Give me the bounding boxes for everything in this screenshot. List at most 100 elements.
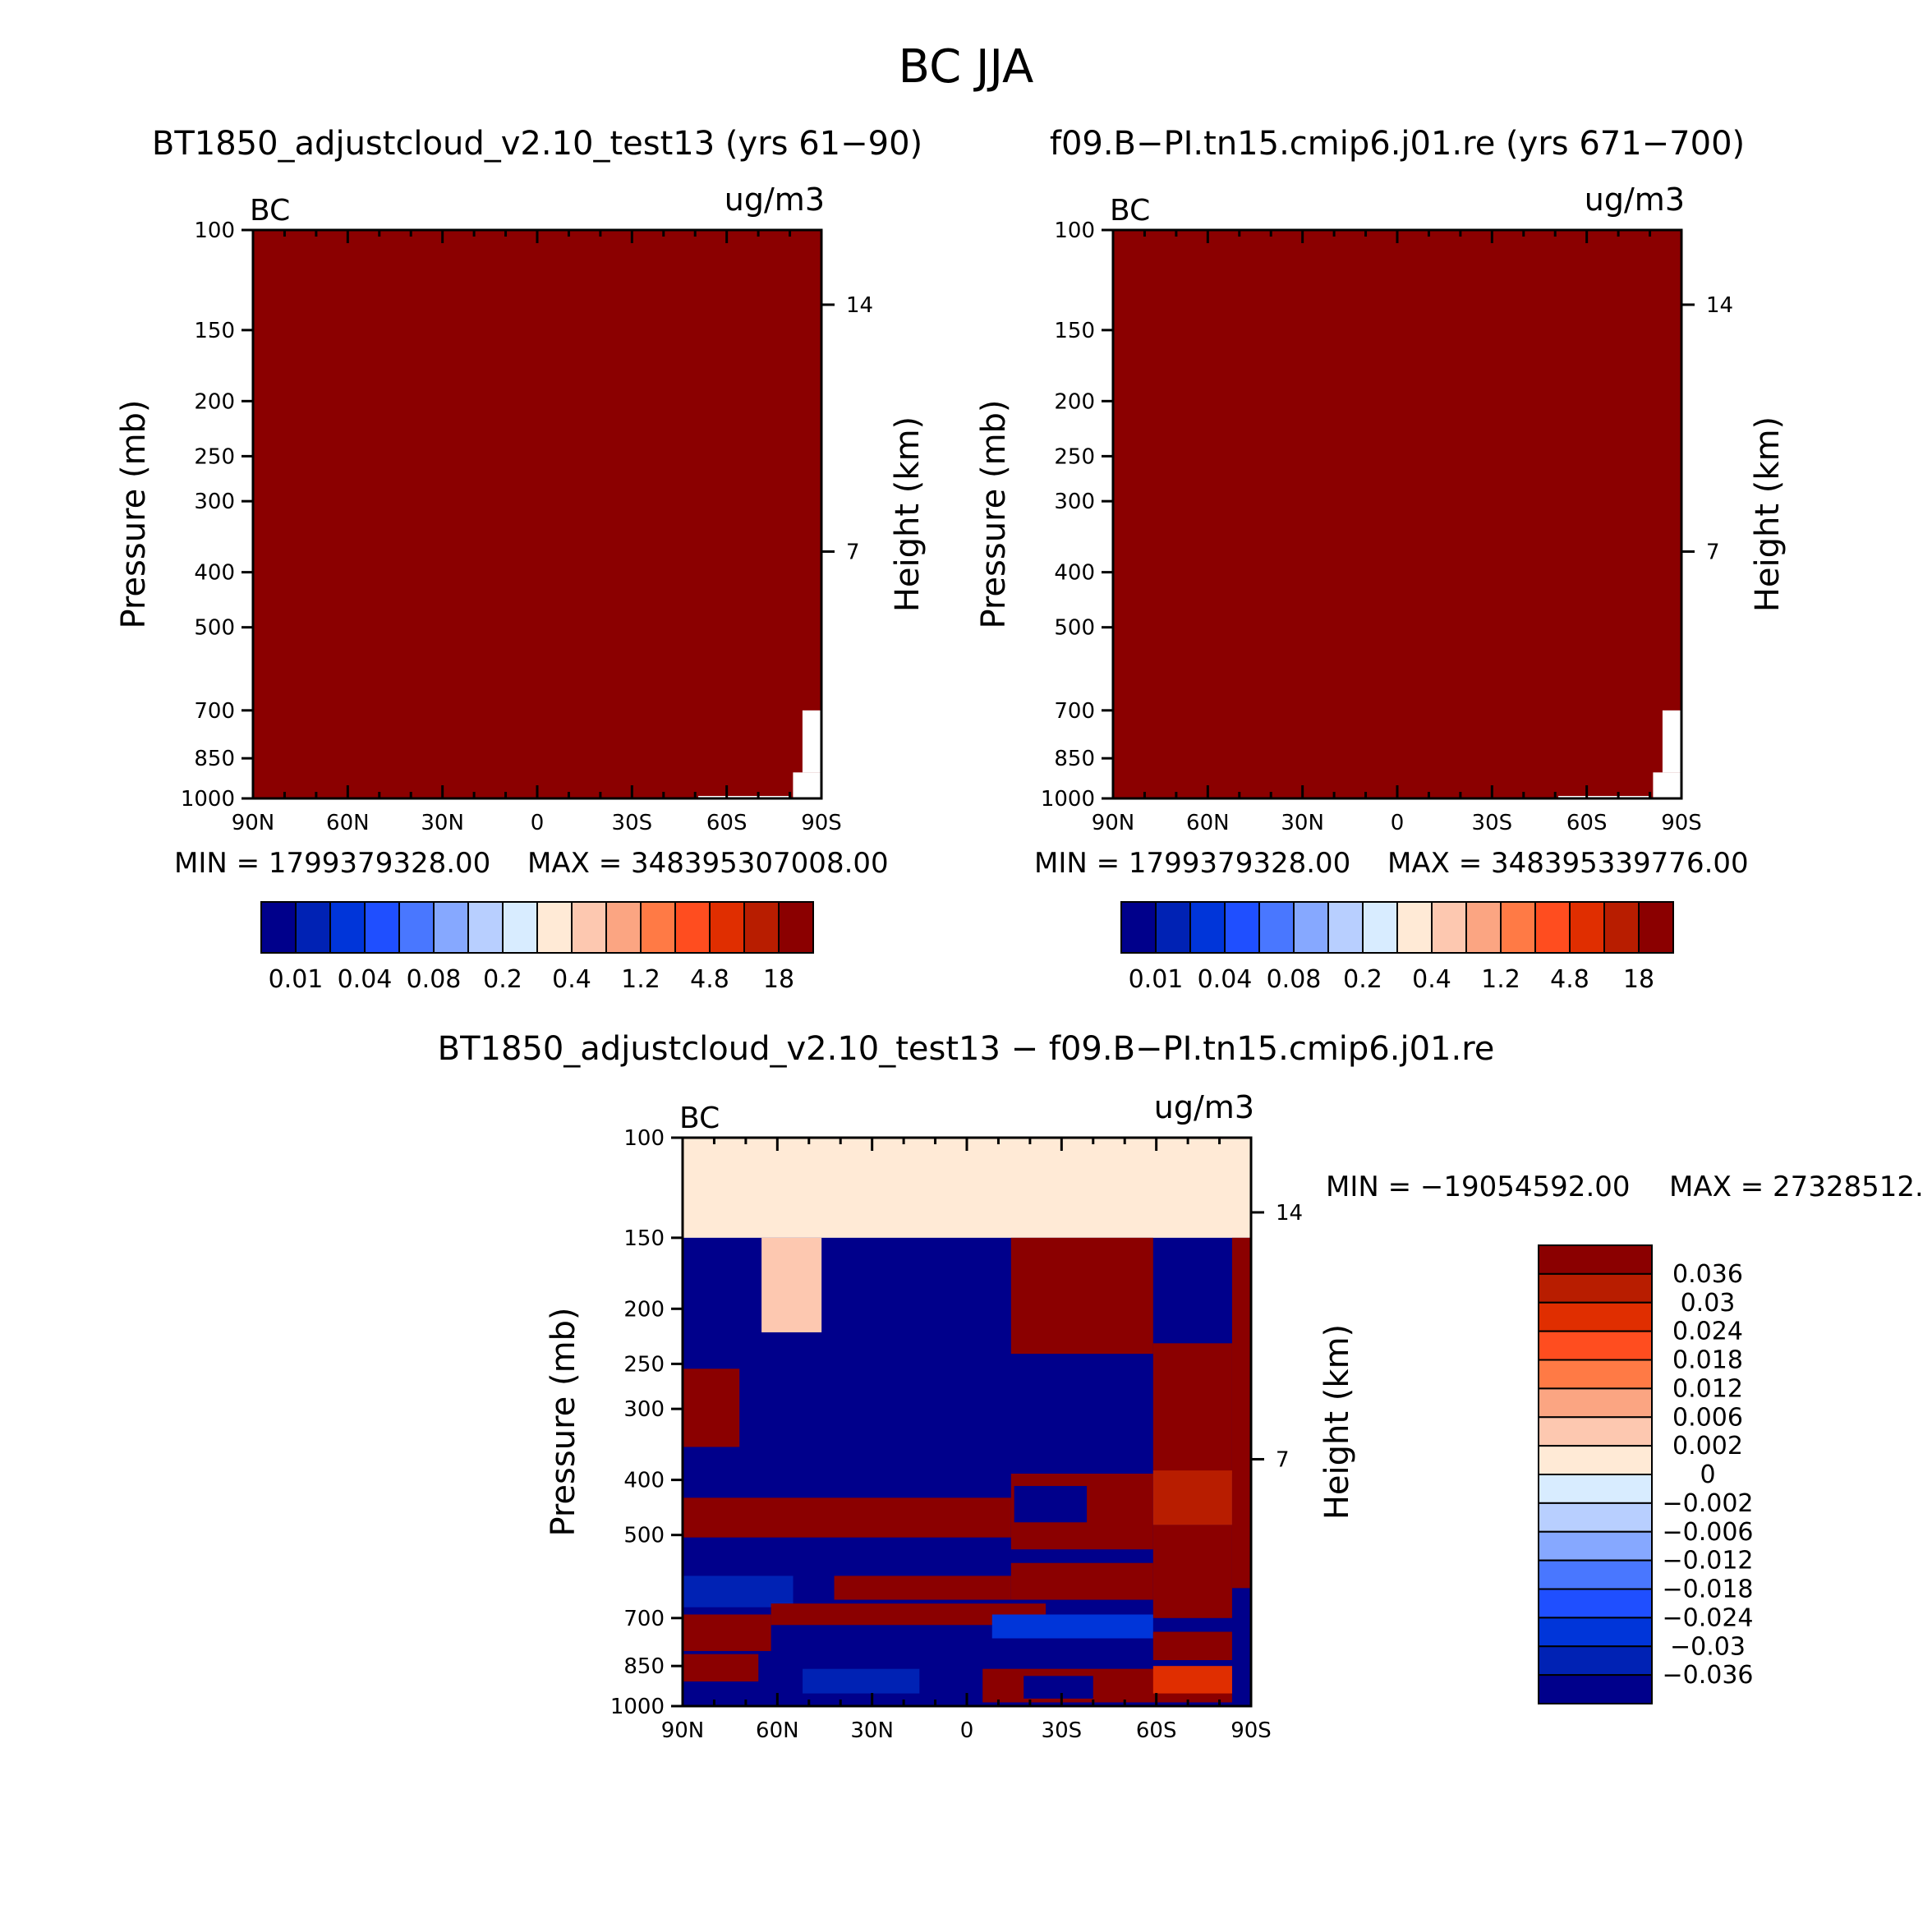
contour-region (683, 1576, 794, 1608)
colorbar-swatch (1258, 901, 1295, 954)
colorbar-swatch (1465, 901, 1502, 954)
y-tick-label: 150 (1054, 319, 1095, 343)
y-tick-label: 1000 (181, 787, 235, 812)
x-tick-label: 60N (756, 1718, 799, 1743)
height-tick-label: 14 (846, 293, 873, 318)
y-tick-label: 500 (1054, 616, 1095, 641)
units-label: ug/m3 (724, 182, 825, 218)
contour-region (991, 1614, 1153, 1639)
y-tick-label: 700 (194, 699, 235, 724)
units-label: ug/m3 (1585, 182, 1685, 218)
colorbar-swatch (295, 901, 331, 954)
colorbar-label: 0.002 (1672, 1432, 1743, 1460)
x-tick-label: 0 (960, 1718, 974, 1743)
plot-area (1113, 230, 1681, 798)
contour-region (683, 1654, 759, 1682)
colorbar-label: 0.01 (1129, 965, 1184, 994)
colorbar-label: −0.012 (1662, 1547, 1753, 1576)
colorbar-swatch (1538, 1330, 1653, 1361)
missing-data-region (698, 795, 790, 798)
y-tick-label: 300 (623, 1397, 665, 1422)
min-label: MIN = 1799379328.00 (1034, 847, 1350, 880)
chart-panel-3: BT1850_adjustcloud_v2.10_test13 − f09.B−… (438, 1030, 1924, 1743)
colorbar-swatch (1538, 1359, 1653, 1390)
colorbar-swatch (1293, 901, 1329, 954)
variable-label: BC (679, 1102, 720, 1135)
contour-fill (253, 230, 821, 798)
colorbar: 0.01 0.04 0.08 0.2 0.4 1.2 4.8 18 (1120, 901, 1674, 994)
height-axis-label: Height (km) (1749, 416, 1787, 612)
colorbar-swatch (1538, 1387, 1653, 1419)
y-tick-label: 1000 (1041, 787, 1095, 812)
x-tick-label: 90S (801, 811, 842, 835)
colorbar-swatch (398, 901, 435, 954)
colorbar-label: −0.018 (1662, 1576, 1753, 1604)
y-tick-label: 400 (1054, 561, 1095, 586)
contour-region (1152, 1343, 1232, 1474)
colorbar-swatch (1155, 901, 1191, 954)
x-tick-label: 0 (1391, 811, 1405, 835)
units-label: ug/m3 (1154, 1089, 1254, 1125)
colorbar-swatch (605, 901, 642, 954)
colorbar-label: 0.01 (269, 965, 324, 994)
plot-area (683, 1138, 1251, 1706)
y-tick-label: 100 (194, 218, 235, 243)
colorbar-swatch (1362, 901, 1398, 954)
x-tick-label: 0 (531, 811, 545, 835)
y-axis-label: Pressure (mb) (115, 399, 153, 628)
colorbar-label: 0.006 (1672, 1403, 1743, 1432)
colorbar-swatch (467, 901, 504, 954)
colorbar-swatch (1569, 901, 1605, 954)
colorbar-swatch (1538, 1588, 1653, 1619)
x-tick-label: 30N (1281, 811, 1324, 835)
y-tick-label: 250 (623, 1352, 665, 1377)
x-tick-label: 90N (1092, 811, 1135, 835)
colorbar-label: 0.08 (407, 965, 462, 994)
colorbar-swatch (1538, 1416, 1653, 1447)
colorbar-label: 0.04 (1198, 965, 1253, 994)
contour-region (683, 1368, 740, 1447)
colorbar-swatch (433, 901, 469, 954)
x-tick-label: 30S (1472, 811, 1513, 835)
height-tick-label: 14 (1706, 293, 1733, 318)
chart-panel-2: f09.B−PI.tn15.cmip6.j01.re (yrs 671−700)… (975, 125, 1787, 994)
colorbar-swatch (778, 901, 814, 954)
colorbar-label: 18 (1623, 965, 1654, 994)
x-tick-label: 60S (706, 811, 748, 835)
x-tick-label: 90N (232, 811, 275, 835)
chart-panel-1: BT1850_adjustcloud_v2.10_test13 (yrs 61−… (115, 125, 927, 994)
y-tick-label: 1000 (610, 1695, 665, 1719)
colorbar-label: 0.03 (1681, 1289, 1736, 1318)
min-label: MIN = −19054592.00 (1326, 1171, 1631, 1203)
height-axis-label: Height (km) (1318, 1324, 1356, 1520)
colorbar-label: 0.08 (1267, 965, 1322, 994)
colorbar-label: 0 (1700, 1460, 1715, 1489)
height-tick-label: 7 (846, 540, 860, 564)
colorbar-label: 4.8 (1550, 965, 1589, 994)
y-tick-label: 700 (1054, 699, 1095, 724)
missing-data-region (1653, 772, 1681, 798)
colorbar-swatch (674, 901, 711, 954)
y-tick-label: 100 (1054, 218, 1095, 243)
contour-region (1024, 1676, 1093, 1699)
x-tick-label: 60N (1186, 811, 1230, 835)
x-tick-label: 30S (612, 811, 653, 835)
missing-data-region (802, 710, 821, 773)
y-tick-label: 200 (1054, 389, 1095, 414)
y-tick-label: 250 (194, 444, 235, 469)
y-tick-label: 850 (194, 747, 235, 771)
colorbar-label: −0.03 (1670, 1632, 1746, 1661)
colorbar-swatch (743, 901, 780, 954)
x-tick-label: 60S (1136, 1718, 1177, 1743)
colorbar-label: 0.018 (1672, 1346, 1743, 1375)
y-tick-label: 500 (194, 616, 235, 641)
contour-region (1010, 1237, 1153, 1355)
contour-region (1010, 1562, 1153, 1600)
colorbar-swatch (1538, 1272, 1653, 1304)
panel-title: BT1850_adjustcloud_v2.10_test13 (yrs 61−… (152, 125, 922, 163)
colorbar: 0.0360.030.0240.0180.0120.0060.0020−0.00… (1538, 1244, 1754, 1704)
missing-data-region (1558, 795, 1650, 798)
colorbar-label: 0.4 (1412, 965, 1451, 994)
colorbar-swatch (1431, 901, 1467, 954)
